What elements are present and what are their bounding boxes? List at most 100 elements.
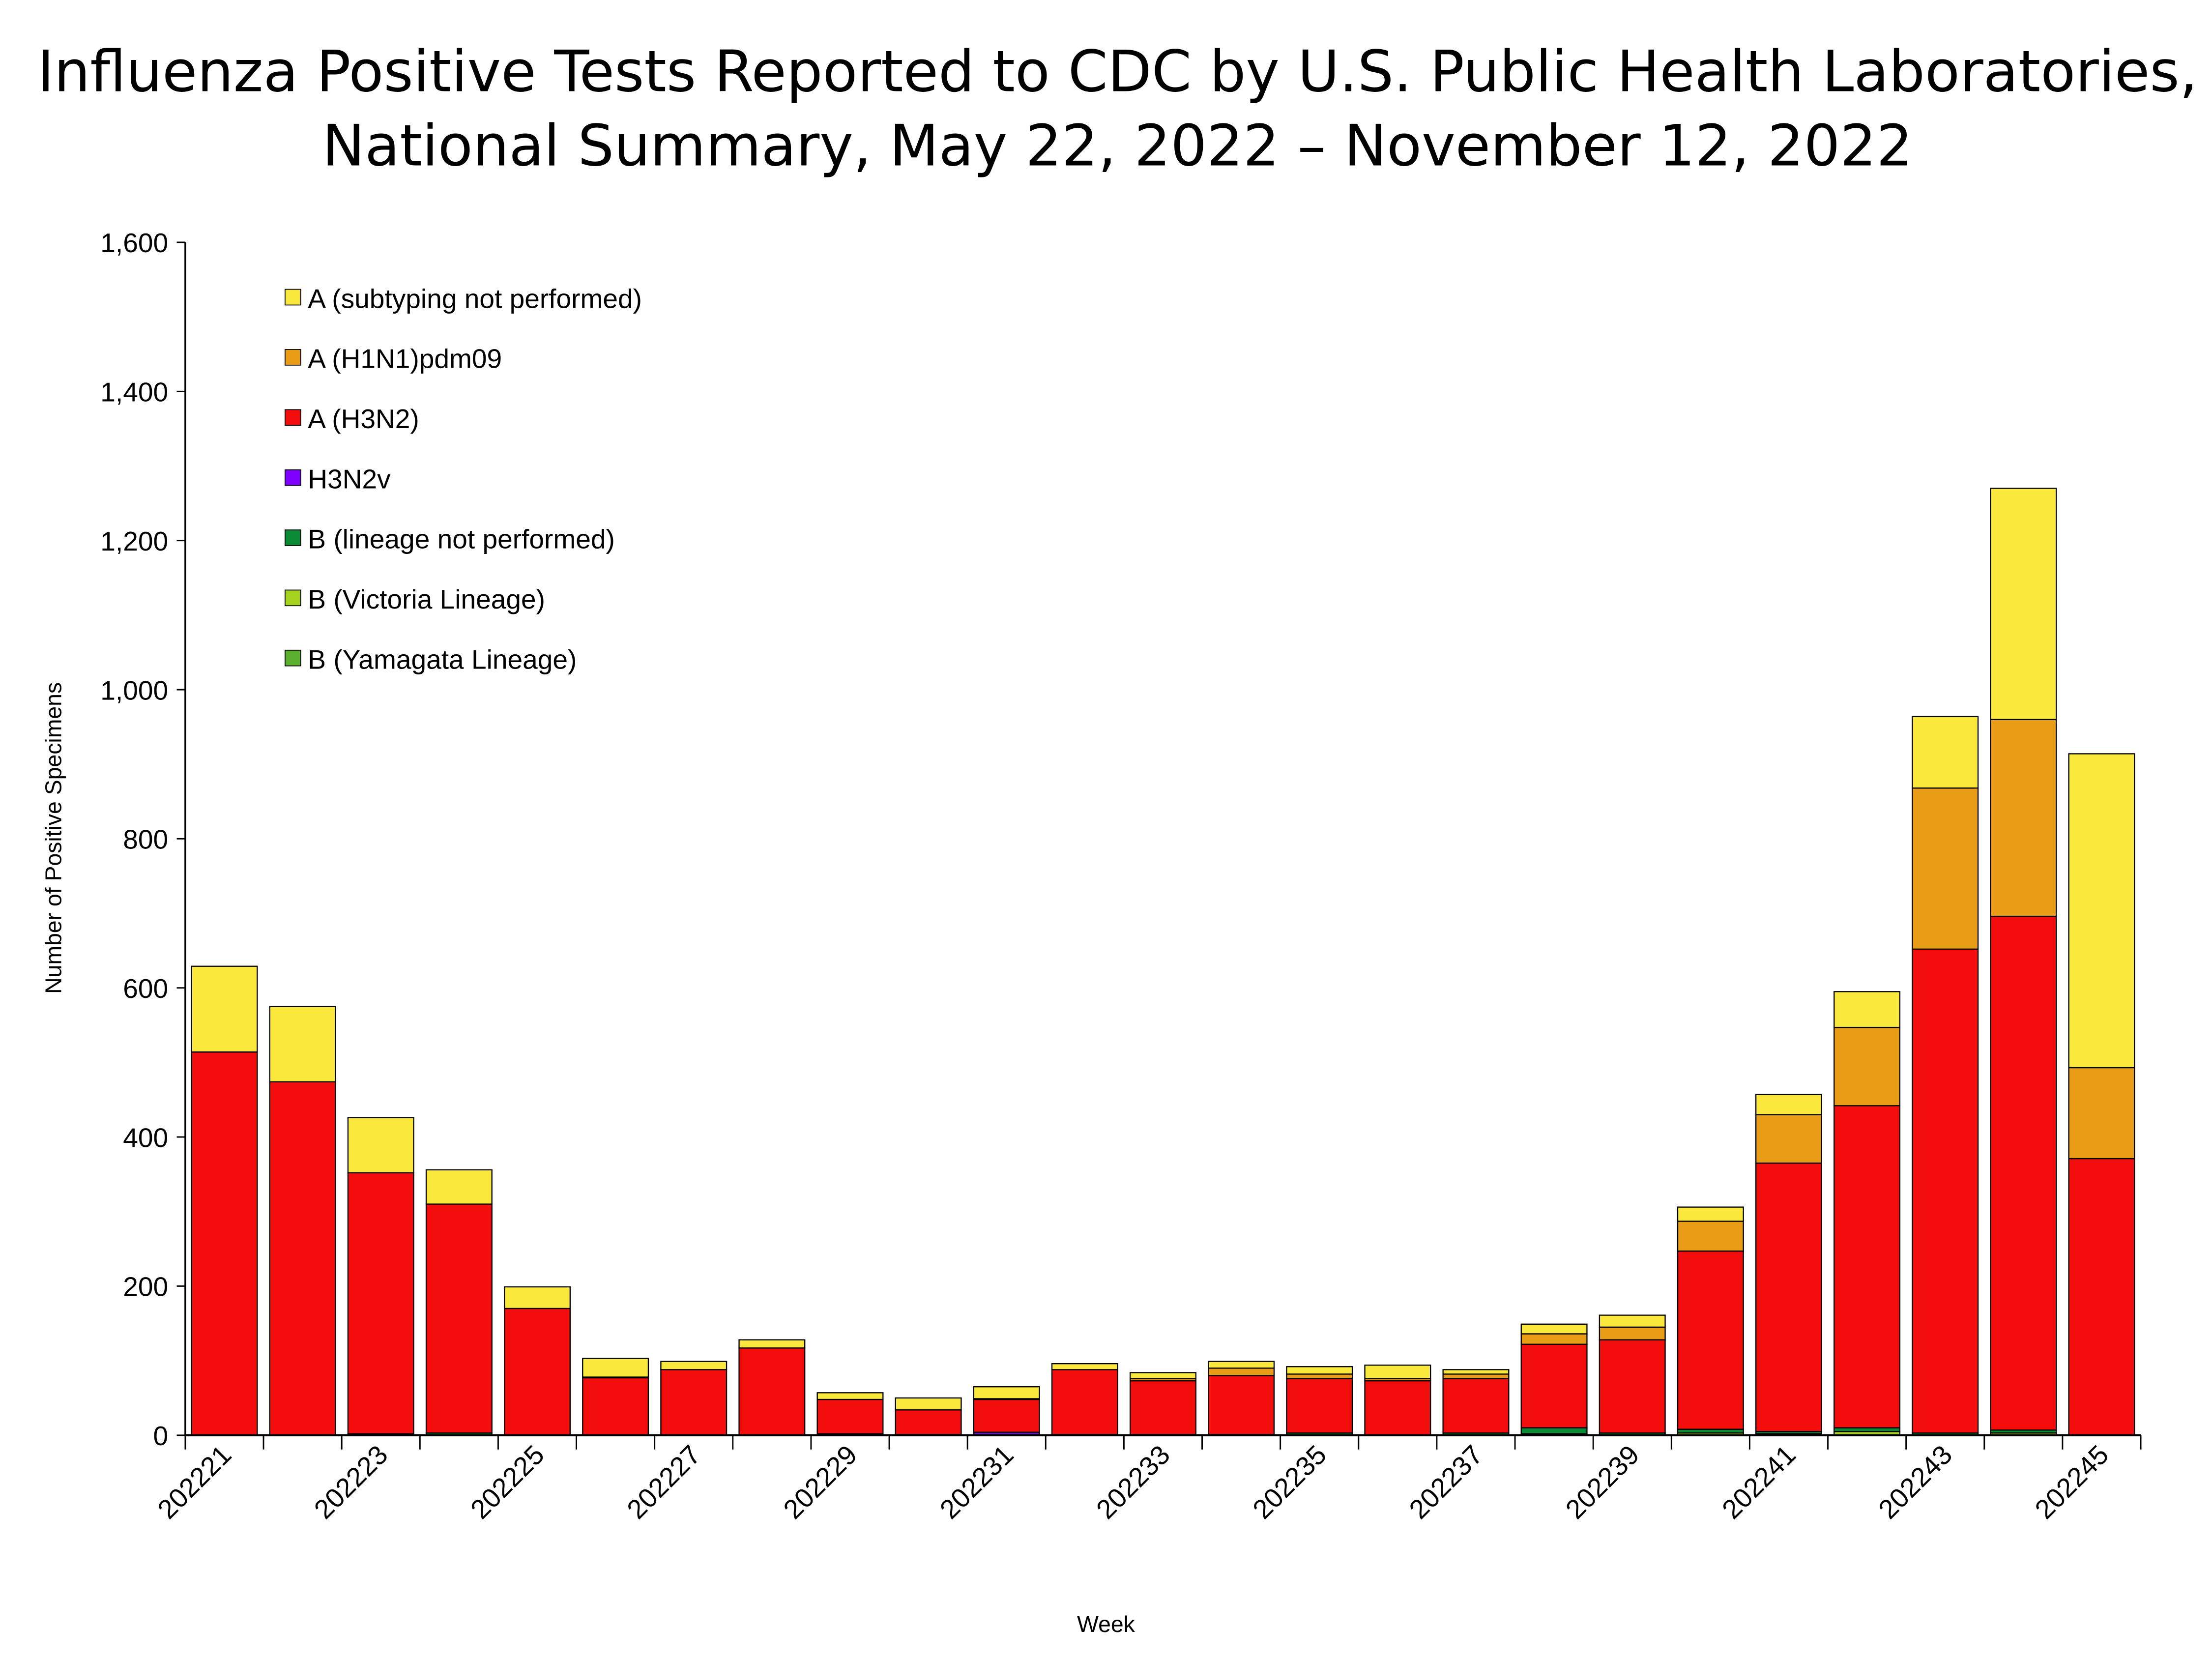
- x-tick-label: 202235: [1247, 1439, 1332, 1525]
- bar-segment-202240-s5: [1677, 1221, 1744, 1252]
- bar-segment-202245-s4: [2068, 1158, 2135, 1436]
- legend-swatch-5: [285, 589, 301, 607]
- legend-label-6: B (Yamagata Lineage): [308, 644, 577, 674]
- bar-segment-202237-s6: [1442, 1369, 1510, 1375]
- x-tick-label: 202225: [465, 1439, 550, 1525]
- bar-segment-202224-s4: [425, 1203, 493, 1434]
- bar-segment-202224-s6: [425, 1169, 493, 1205]
- bar-segment-202243-s5: [1912, 787, 1979, 950]
- bar-segment-202236-s4: [1364, 1380, 1431, 1436]
- bar-segment-202241-s5: [1755, 1114, 1822, 1164]
- bar-segment-202235-s4: [1286, 1378, 1353, 1434]
- bar-segment-202227-s4: [660, 1369, 728, 1436]
- x-tick-label: 202243: [1872, 1439, 1958, 1525]
- bar-segment-202225-s6: [503, 1286, 571, 1310]
- legend: A (subtyping not performed) A (H1N1)pdm09…: [285, 283, 642, 674]
- chart-title-line-1: Influenza Positive Tests Reported to CDC…: [37, 39, 2198, 105]
- bar-segment-202225-s4: [503, 1308, 571, 1436]
- bar-segment-202234-s4: [1208, 1375, 1275, 1435]
- x-tick-label: 202237: [1403, 1439, 1489, 1525]
- legend-label-0: A (subtyping not performed): [308, 283, 642, 314]
- bar-segment-202226-s4: [582, 1377, 649, 1436]
- bar-segment-202226-s6: [582, 1358, 649, 1378]
- bar-segment-202233-s4: [1129, 1380, 1196, 1435]
- y-tick-label: 1,200: [100, 526, 168, 556]
- bar-segment-202245-s5: [2068, 1067, 2135, 1160]
- legend-label-5: B (Victoria Lineage): [308, 584, 545, 614]
- bar-segment-202243-s6: [1912, 716, 1979, 789]
- bar-segment-202229-s4: [816, 1398, 884, 1434]
- y-tick-label: 600: [123, 973, 168, 1004]
- bar-segment-202239-s4: [1599, 1339, 1666, 1434]
- bar-segment-202233-s6: [1129, 1372, 1196, 1379]
- legend-swatch-0: [285, 289, 301, 306]
- bar-segment-202235-s6: [1286, 1366, 1353, 1375]
- x-tick-label: 202239: [1560, 1439, 1645, 1525]
- bar-segment-202234-s6: [1208, 1361, 1275, 1369]
- bar-segment-202242-s6: [1834, 991, 1901, 1028]
- bars: [191, 488, 2135, 1436]
- x-ticks: 202221 202223 202225 202227 202229 202231 2022…: [152, 1435, 2142, 1525]
- legend-swatch-2: [285, 409, 301, 426]
- bar-segment-202243-s4: [1912, 948, 1979, 1434]
- bar-segment-202221-s6: [191, 965, 258, 1053]
- x-tick-label: 202233: [1090, 1439, 1176, 1525]
- bar-segment-202239-s6: [1599, 1314, 1666, 1328]
- x-tick-label: 202245: [2029, 1439, 2115, 1525]
- x-axis-label: Week: [1077, 1611, 1135, 1637]
- bar-segment-202228-s4: [738, 1347, 806, 1436]
- x-tick-label: 202229: [778, 1439, 863, 1525]
- x-tick-label: 202221: [152, 1439, 237, 1525]
- bar-segment-202240-s4: [1677, 1250, 1744, 1430]
- bar-segment-202232-s6: [1051, 1363, 1118, 1370]
- bar-segment-202221-s4: [191, 1051, 258, 1436]
- x-tick-label: 202231: [934, 1439, 1019, 1525]
- legend-swatch-4: [285, 529, 301, 546]
- y-tick-label: 800: [123, 824, 168, 855]
- y-tick-label: 1,400: [100, 377, 168, 407]
- y-tick-label: 1,600: [100, 228, 168, 258]
- y-tick-label: 400: [123, 1122, 168, 1153]
- legend-label-1: A (H1N1)pdm09: [308, 344, 502, 374]
- x-tick-label: 202223: [308, 1439, 394, 1525]
- bar-segment-202239-s5: [1599, 1326, 1666, 1340]
- bar-segment-202241-s6: [1755, 1094, 1822, 1115]
- bar-segment-202227-s6: [660, 1361, 728, 1370]
- bar-segment-202236-s6: [1364, 1365, 1431, 1379]
- bar-segment-202238-s4: [1520, 1343, 1588, 1428]
- bar-segment-202229-s6: [816, 1392, 884, 1400]
- legend-label-3: H3N2v: [308, 464, 391, 494]
- bar-segment-202222-s4: [269, 1081, 336, 1436]
- y-tick-label: 200: [123, 1272, 168, 1302]
- bar-segment-202231-s4: [973, 1398, 1040, 1433]
- bar-segment-202238-s6: [1520, 1323, 1588, 1335]
- bar-segment-202244-s4: [1990, 915, 2057, 1431]
- y-axis-label: Number of Positive Specimens: [41, 682, 66, 994]
- bar-segment-202242-s4: [1834, 1105, 1901, 1428]
- legend-swatch-3: [285, 469, 301, 486]
- chart-title-line-2: National Summary, May 22, 2022 – Novembe…: [322, 113, 1913, 179]
- bar-segment-202244-s6: [1990, 488, 2057, 720]
- x-tick-label: 202241: [1716, 1439, 1802, 1525]
- bar-segment-202241-s4: [1755, 1162, 1822, 1432]
- bar-segment-202222-s6: [269, 1006, 336, 1082]
- bar-segment-202223-s6: [347, 1117, 414, 1174]
- bar-segment-202231-s6: [973, 1386, 1040, 1399]
- legend-swatch-6: [285, 649, 301, 667]
- bar-segment-202230-s4: [895, 1409, 962, 1435]
- bar-segment-202244-s5: [1990, 719, 2057, 917]
- x-tick-label: 202227: [621, 1439, 706, 1525]
- bar-segment-202230-s6: [895, 1397, 962, 1411]
- bar-segment-202238-s2: [1520, 1427, 1588, 1434]
- bar-segment-202237-s5: [1442, 1373, 1510, 1379]
- bar-segment-202245-s6: [2068, 753, 2135, 1069]
- bar-segment-202232-s4: [1051, 1369, 1118, 1435]
- bar-segment-202240-s6: [1677, 1206, 1744, 1222]
- bar-segment-202242-s5: [1834, 1026, 1901, 1106]
- legend-label-2: A (H3N2): [308, 404, 419, 434]
- bar-segment-202234-s5: [1208, 1368, 1275, 1376]
- y-tick-label: 0: [153, 1421, 168, 1451]
- bar-segment-202223-s4: [347, 1172, 414, 1434]
- legend-label-4: B (lineage not performed): [308, 524, 615, 554]
- y-tick-label: 1,000: [100, 675, 168, 705]
